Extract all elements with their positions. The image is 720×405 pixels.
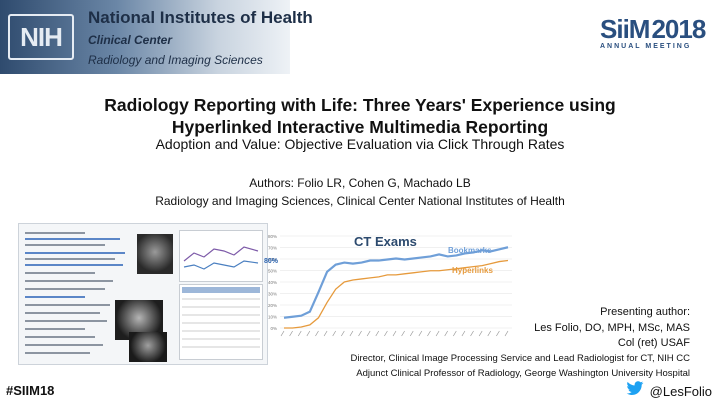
affiliation-line: Radiology and Imaging Sciences, Clinical… [155,194,565,208]
mini-chart-thumbnail [179,230,263,282]
report-screenshot-thumbnail [18,223,268,365]
chart-x-tick [461,330,466,337]
siim-logo: SiiM 2018 ANNUAL MEETING [600,14,712,62]
chart-y-tick-label: 20% [268,303,277,308]
chart-y-tick-label: 40% [268,280,277,285]
siim-logo-tagline: ANNUAL MEETING [600,43,692,50]
nih-banner [0,0,290,74]
chart-x-tick [323,330,328,337]
chart-x-tick [349,330,354,337]
chart-y-tick-label: 0% [270,326,277,331]
chart-y-tick-label: 50% [268,269,277,274]
chart-callout: 80% [264,258,279,265]
chart-x-tick [289,330,293,337]
legend-bookmarks: Bookmarks [448,246,492,255]
page-subtitle: Adoption and Value: Objective Evaluation… [155,136,565,152]
ct-image-thumbnail [129,332,167,362]
twitter-handle-row[interactable]: @LesFolio [626,381,712,401]
chart-y-tick-label: 60% [268,257,277,262]
authors-line: Authors: Folio LR, Cohen G, Machado LB [249,176,471,190]
chart-y-tick-label: 70% [268,246,277,251]
presenter-rank: Col (ret) USAF [617,337,690,349]
chart-x-tick [435,330,440,337]
chart-x-tick [401,330,405,337]
chart-x-tick [392,330,397,337]
chart-y-tick-label: 80% [268,234,277,239]
twitter-handle[interactable]: @LesFolio [649,383,712,399]
chart-x-tick [427,330,431,337]
chart-x-tick [418,330,423,337]
chart-y-tick-label: 30% [268,292,277,297]
chart-series-line-bookmarks [283,246,509,319]
twitter-bird-icon [626,381,644,401]
presenter-label: Presenting author: [600,306,690,318]
page-title-line1: Radiology Reporting with Life: Three Yea… [104,95,616,115]
page-title-line2: Hyperlinked Interactive Multimedia Repor… [171,117,549,137]
chart-x-tick [496,330,500,337]
chart-x-tick [315,330,319,337]
siim-logo-mark: SiiM [600,14,650,44]
presenter-name: Les Folio, DO, MPH, MSc, MAS [534,322,690,334]
ct-image-thumbnail [137,234,173,274]
chart-x-tick [504,330,509,337]
chart-x-tick [384,330,388,337]
conference-hashtag: #SIIM18 [6,383,55,398]
nih-subtitle-department: Radiology and Imaging Sciences [88,53,263,67]
presenter-role-director: Director, Clinical Image Processing Serv… [350,353,691,364]
presenter-role-professor: Adjunct Clinical Professor of Radiology,… [356,368,690,379]
chart-x-tick [453,330,457,337]
chart-x-tick [341,330,345,337]
nih-subtitle-clinical-center: Clinical Center [88,33,173,47]
chart-x-tick [332,330,336,337]
ct-exams-chart: 80%70%60%50%40%30%20%10%0% CT Exams 80% … [264,234,512,337]
nih-title: National Institutes of Health [88,8,313,27]
chart-x-tick [487,330,492,337]
chart-x-tick [470,330,474,337]
chart-x-tick [478,330,483,337]
legend-hyperlinks: Hyperlinks [452,266,493,275]
chart-x-tick [409,330,414,337]
chart-x-tick [375,330,380,337]
chart-title: CT Exams [354,234,417,249]
nih-logo: NIH [8,14,74,60]
chart-x-tick [306,330,311,337]
mini-table-thumbnail [179,284,263,360]
page-title: Radiology Reporting with Life: Three Yea… [0,94,720,138]
chart-x-tick [280,330,285,337]
chart-x-tick [297,330,302,337]
chart-y-tick-label: 10% [268,315,277,320]
chart-x-tick [358,330,362,337]
chart-x-tick [366,330,371,337]
chart-x-tick [444,330,448,337]
siim-logo-year: 2018 [651,14,706,44]
